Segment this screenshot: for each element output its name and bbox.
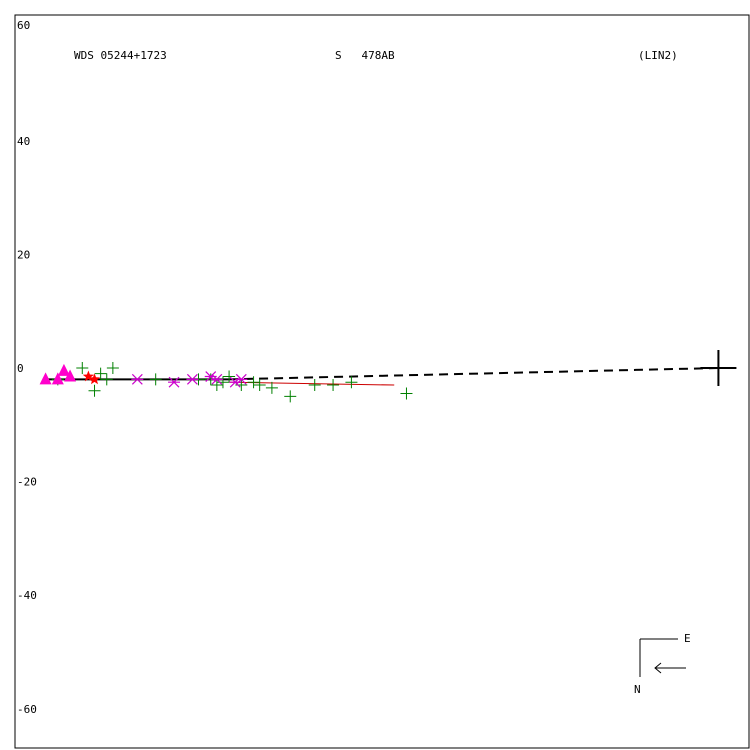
fit-lines <box>45 367 719 386</box>
plus-marker <box>210 379 223 392</box>
star-marker <box>82 370 95 382</box>
compass-north-label: N <box>634 683 641 696</box>
plus-marker <box>149 373 162 386</box>
plus-marker <box>223 370 236 383</box>
y-tick-label: 40 <box>17 135 30 148</box>
asterisk-marker <box>186 373 199 385</box>
asterisk-marker <box>168 376 181 388</box>
discoverer-label: S 478AB <box>335 49 395 62</box>
primary-cross <box>700 350 737 386</box>
orbit-code-label: (LIN2) <box>638 49 678 62</box>
observation-markers <box>39 362 413 403</box>
y-tick-label: -60 <box>17 703 37 716</box>
asterisk-marker <box>210 373 223 385</box>
triangle-marker <box>51 372 64 385</box>
asterisk-marker <box>131 373 144 385</box>
wds-id-label: WDS 05244+1723 <box>74 49 167 62</box>
plus-marker <box>284 390 297 403</box>
plus-marker <box>400 387 413 400</box>
plus-marker <box>327 379 340 392</box>
plus-marker <box>106 362 119 374</box>
y-tick-label: -20 <box>17 476 37 489</box>
compass: E N <box>634 632 691 696</box>
plus-marker <box>345 376 358 389</box>
asterisk-marker <box>235 373 248 385</box>
triangle-marker <box>64 369 77 382</box>
plus-marker <box>247 376 260 389</box>
plus-marker <box>94 367 107 380</box>
y-tick-label: -40 <box>17 589 37 602</box>
plus-marker <box>253 379 266 392</box>
compass-east-label: E <box>684 632 691 645</box>
triangle-marker <box>39 372 52 385</box>
star-marker <box>88 373 101 385</box>
primary-star-marker <box>700 350 737 386</box>
plot-frame <box>14 14 750 749</box>
fit-line-dashed <box>229 367 719 381</box>
plus-marker <box>265 381 278 394</box>
triangle-marker <box>57 363 70 376</box>
plus-marker <box>100 373 113 386</box>
plus-marker <box>308 379 321 392</box>
y-tick-label: 60 <box>17 19 30 32</box>
plus-marker <box>88 384 101 397</box>
y-tick-labels: 60 40 20 0 -20 -40 -60 <box>17 19 37 716</box>
y-tick-label: 20 <box>17 248 30 261</box>
plus-marker <box>76 362 89 374</box>
y-tick-label: 0 <box>17 362 24 375</box>
compass-arrow-head <box>654 662 662 674</box>
